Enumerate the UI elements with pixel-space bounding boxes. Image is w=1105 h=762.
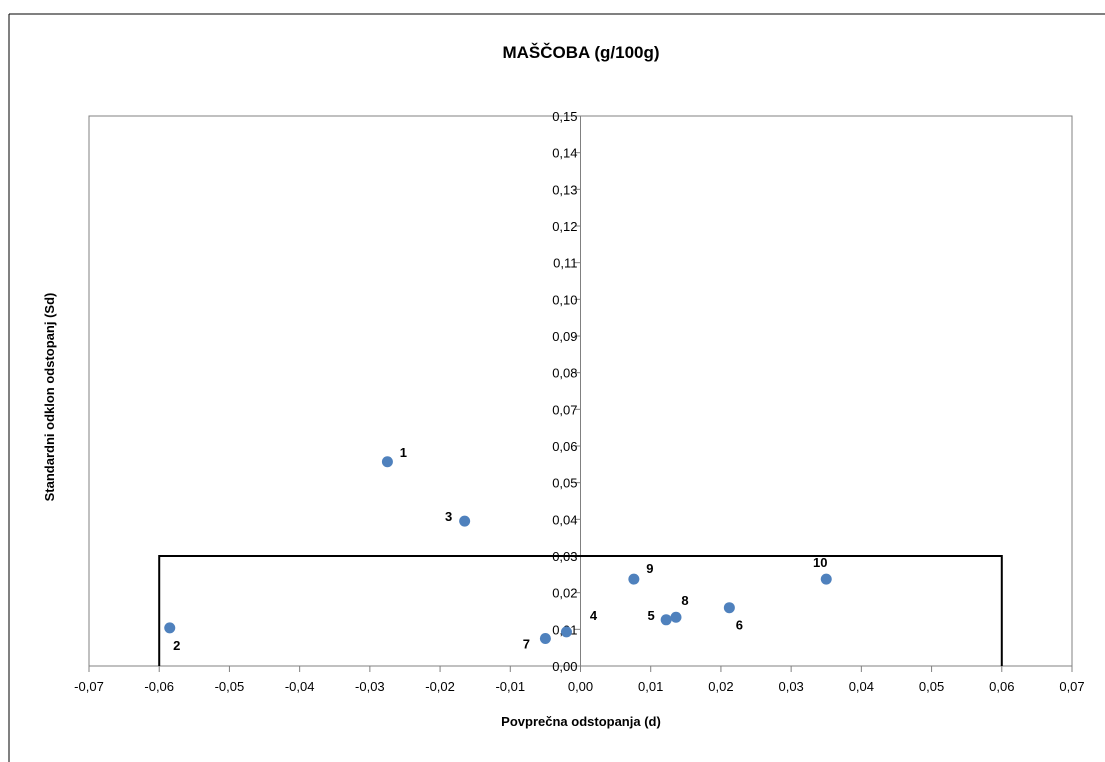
data-point-label: 6 xyxy=(736,618,743,633)
x-tick-label: 0,06 xyxy=(989,679,1014,694)
data-point-5 xyxy=(660,614,672,626)
y-tick-label: 0,09 xyxy=(552,329,577,344)
data-point-label: 1 xyxy=(400,445,407,460)
y-tick-label: 0,12 xyxy=(552,219,577,234)
data-point-label: 4 xyxy=(590,608,598,623)
x-tick-label: -0,07 xyxy=(74,679,104,694)
data-point-label: 10 xyxy=(813,555,827,570)
data-point-label: 2 xyxy=(173,638,180,653)
y-tick-label: 0,15 xyxy=(552,109,577,124)
data-point-label: 7 xyxy=(523,637,530,652)
y-axis-title: Standardni odklon odstopanj (Sd) xyxy=(42,293,57,502)
data-point-4 xyxy=(560,626,572,638)
y-tick-label: 0,06 xyxy=(552,439,577,454)
axes: -0,07 -0,06 -0,05 -0,04 -0,03 -0,02 -0,01 0,00 0… xyxy=(74,109,1084,694)
data-point-2 xyxy=(164,622,176,634)
y-tick-label: 0,14 xyxy=(552,146,577,161)
y-tick-label: 0,02 xyxy=(552,586,577,601)
data-point-label: 8 xyxy=(681,593,688,608)
x-tick-label: -0,02 xyxy=(425,679,455,694)
x-tick-label: 0,07 xyxy=(1059,679,1084,694)
data-point-label: 3 xyxy=(445,509,452,524)
y-tick-label: 0,13 xyxy=(552,182,577,197)
x-tick-label: 0,00 xyxy=(568,679,593,694)
y-tick-label: 0,10 xyxy=(552,292,577,307)
x-tick-label: 0,01 xyxy=(638,679,663,694)
y-tick-label: 0,00 xyxy=(552,659,577,674)
data-point-6 xyxy=(723,602,735,614)
y-tick-label: 0,04 xyxy=(552,512,577,527)
x-tick-label: -0,01 xyxy=(495,679,525,694)
data-point-7 xyxy=(539,633,551,644)
x-tick-label: -0,03 xyxy=(355,679,385,694)
x-tick-label: 0,05 xyxy=(919,679,944,694)
x-tick-label: 0,03 xyxy=(778,679,803,694)
chart-title: MAŠČOBA (g/100g) xyxy=(502,43,659,62)
data-point-3 xyxy=(459,515,471,527)
data-point-label: 9 xyxy=(646,561,653,576)
acceptance-box xyxy=(158,555,1003,666)
data-point-label: 5 xyxy=(648,608,655,623)
x-axis-title: Povprečna odstopanja (d) xyxy=(501,714,661,729)
x-tick-label: 0,02 xyxy=(708,679,733,694)
y-tick-label: 0,11 xyxy=(553,256,577,271)
data-points: 1 2 3 4 5 6 7 8 9 10 xyxy=(164,445,832,653)
y-tick-label: 0,08 xyxy=(552,366,577,381)
data-point-1 xyxy=(381,456,393,468)
x-tick-label: -0,05 xyxy=(215,679,245,694)
x-tick-label: -0,04 xyxy=(285,679,315,694)
data-point-9 xyxy=(628,573,640,585)
y-tick-label: 0,07 xyxy=(552,402,577,417)
y-tick-label: 0,05 xyxy=(552,476,577,491)
data-point-8 xyxy=(670,611,682,623)
data-point-10 xyxy=(820,573,832,585)
acceptance-limit-line xyxy=(158,555,1003,666)
x-tick-label: -0,06 xyxy=(144,679,174,694)
x-tick-label: 0,04 xyxy=(849,679,874,694)
